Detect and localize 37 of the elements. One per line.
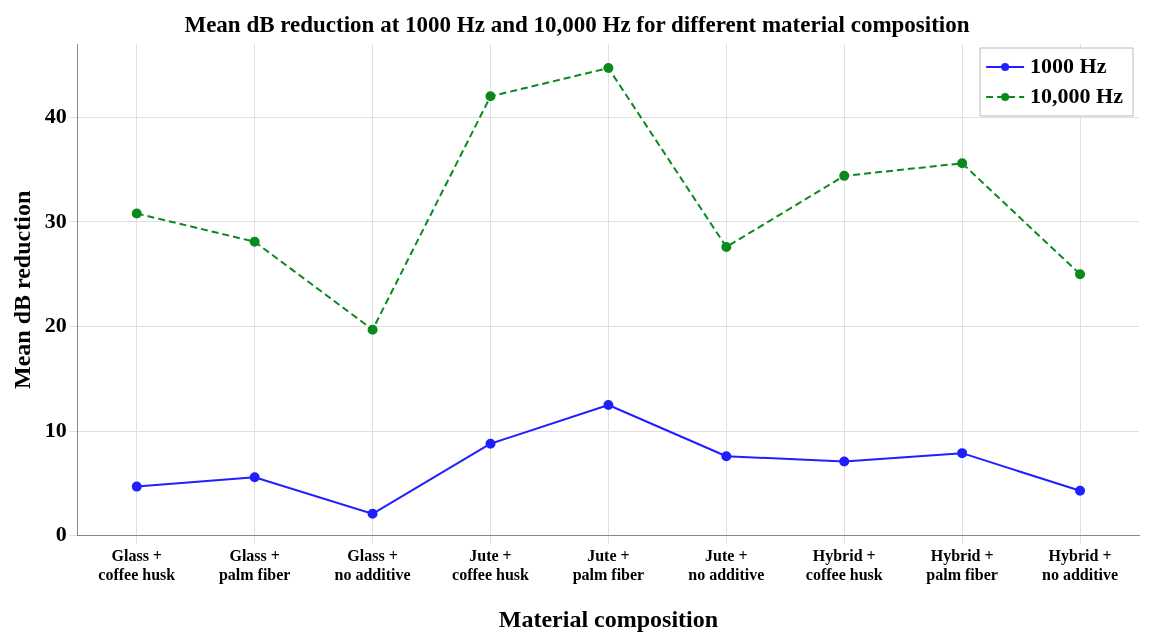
y-tick-label: 10 [44,416,67,442]
point [1075,485,1086,496]
point [249,236,260,247]
x-tick-label: Jute + no additive [688,546,765,583]
legend-label: 10,000 Hz [1030,82,1124,108]
x-tick-label: Jute + coffee husk [452,546,530,583]
point [721,242,732,252]
point [603,63,614,74]
x-tick-label: Glass + palm fiber [218,546,291,584]
y-tick-label: 30 [44,207,67,233]
x-tick-label: Jute + palm fiber [572,546,645,584]
legend-label: 1000 Hz [1030,52,1107,78]
point [1075,269,1086,280]
x-tick-label: Glass + coffee husk [98,546,176,583]
point [603,400,614,410]
point [839,456,850,467]
y-tick-label: 40 [44,102,67,128]
x-tick-label: Hybrid + coffee husk [805,546,883,583]
point [957,158,968,169]
point [367,324,378,335]
point [485,91,496,102]
point [721,451,732,462]
x-tick-label: Hybrid + palm fiber [926,546,998,584]
x-tick-label: Hybrid + no additive [1042,546,1119,583]
point [485,438,496,449]
y-tick-label: 20 [44,312,67,338]
x-axis-title: Material composition [498,605,719,632]
x-tick-label: Glass + no additive [334,546,411,583]
point [957,448,968,459]
point [839,170,850,181]
point [131,481,142,492]
y-axis-title: Mean dB reduction [8,190,35,390]
point [249,472,260,483]
chart-title: Mean dB reduction at 1000 Hz and 10,000 Hz for different material composition [183,12,971,38]
point [367,508,378,519]
y-tick-label: 0 [55,521,67,547]
point [131,208,142,219]
